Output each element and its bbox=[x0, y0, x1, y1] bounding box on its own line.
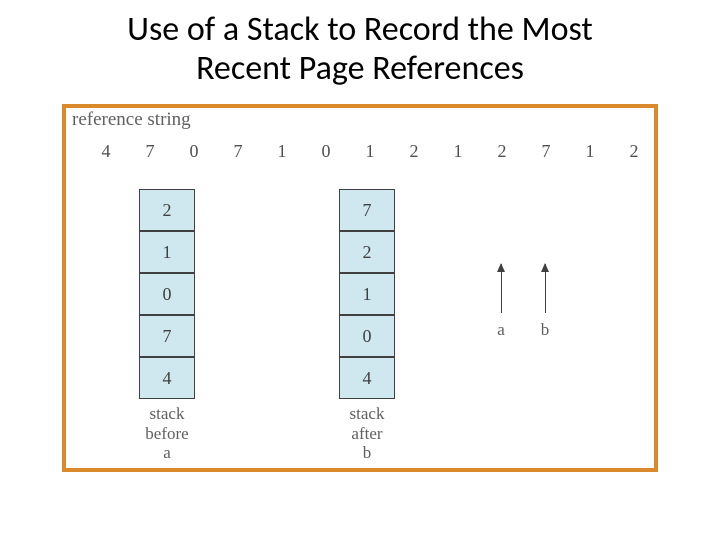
stack-before-caption: stackbeforea bbox=[139, 404, 195, 463]
stack-before-cell: 2 bbox=[139, 189, 195, 231]
stack-after-cell: 4 bbox=[339, 357, 395, 399]
reference-number: 0 bbox=[184, 141, 204, 162]
arrow-label-b: b bbox=[535, 320, 555, 340]
slide-title: Use of a Stack to Record the Most Recent… bbox=[0, 0, 720, 88]
reference-number: 4 bbox=[96, 141, 116, 162]
stack-before-cell: 1 bbox=[139, 231, 195, 273]
reference-number: 1 bbox=[448, 141, 468, 162]
reference-number: 0 bbox=[316, 141, 336, 162]
reference-number: 1 bbox=[360, 141, 380, 162]
stack-before-cell: 0 bbox=[139, 273, 195, 315]
reference-number: 1 bbox=[272, 141, 292, 162]
stack-after-cell: 1 bbox=[339, 273, 395, 315]
reference-number: 7 bbox=[228, 141, 248, 162]
stack-after-cell: 2 bbox=[339, 231, 395, 273]
reference-string-label: reference string bbox=[72, 109, 191, 131]
reference-number: 7 bbox=[140, 141, 160, 162]
stack-after-cell: 0 bbox=[339, 315, 395, 357]
reference-number: 2 bbox=[624, 141, 644, 162]
stack-after-cell: 7 bbox=[339, 189, 395, 231]
title-line-2: Recent Page References bbox=[196, 48, 524, 89]
title-line-1: Use of a Stack to Record the Most bbox=[127, 9, 593, 50]
stack-before-cell: 4 bbox=[139, 357, 195, 399]
reference-number: 2 bbox=[404, 141, 424, 162]
stack-after-caption: stackafterb bbox=[339, 404, 395, 463]
reference-number: 1 bbox=[580, 141, 600, 162]
reference-number: 7 bbox=[536, 141, 556, 162]
reference-number: 2 bbox=[492, 141, 512, 162]
arrow-label-a: a bbox=[491, 320, 511, 340]
stack-before-cell: 7 bbox=[139, 315, 195, 357]
